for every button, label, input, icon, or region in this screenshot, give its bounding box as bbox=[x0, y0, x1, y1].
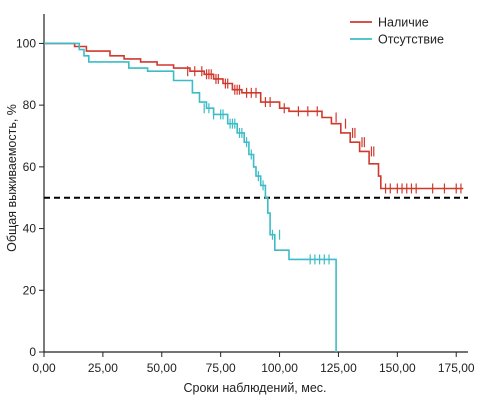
x-tick-label: 175,00 bbox=[438, 361, 475, 375]
series-present bbox=[44, 42, 464, 194]
x-axis-title: Сроки наблюдений, мес. bbox=[183, 381, 326, 395]
series-line bbox=[44, 42, 337, 352]
legend-label: Отсутствие bbox=[378, 33, 444, 47]
x-tick-label: 50,00 bbox=[147, 361, 177, 375]
y-tick-label: 20 bbox=[23, 283, 37, 297]
x-tick-label: 75,00 bbox=[206, 361, 236, 375]
y-tick-label: 80 bbox=[23, 98, 37, 112]
x-tick-label: 0,00 bbox=[32, 361, 56, 375]
x-tick-label: 150,00 bbox=[379, 361, 416, 375]
legend: Наличие Отсутствие bbox=[350, 16, 444, 47]
x-tick-label: 125,00 bbox=[320, 361, 357, 375]
x-tick-label: 25,00 bbox=[88, 361, 118, 375]
y-tick-label: 60 bbox=[23, 160, 37, 174]
y-tick-label: 100 bbox=[16, 36, 36, 50]
legend-label: Наличие bbox=[378, 16, 429, 30]
x-tick-label: 100,00 bbox=[261, 361, 298, 375]
axes: 0,00 25,00 50,00 75,00 100,00 125,00 150,00 175… bbox=[16, 14, 475, 375]
y-tick-label: 0 bbox=[29, 345, 36, 359]
y-tick-label: 40 bbox=[23, 222, 37, 236]
plot-area bbox=[44, 42, 468, 352]
series-absent bbox=[44, 42, 337, 352]
y-axis-title: Общая выживаемость, % bbox=[5, 104, 19, 252]
